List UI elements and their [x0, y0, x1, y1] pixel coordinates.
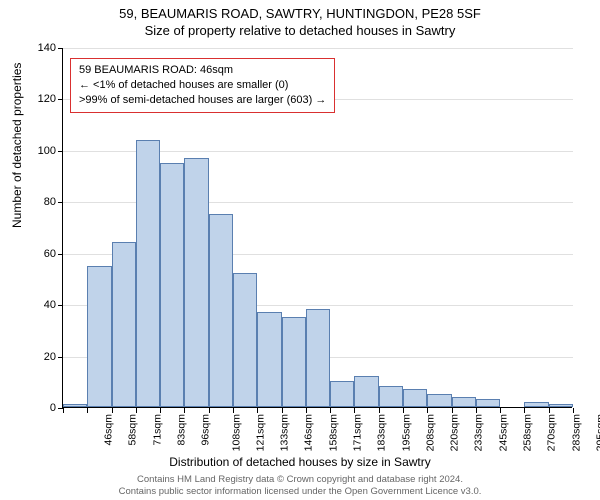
annotation-line: 59 BEAUMARIS ROAD: 46sqm — [79, 63, 326, 78]
footer-line: Contains HM Land Registry data © Crown c… — [0, 474, 600, 486]
xtick-label: 233sqm — [473, 414, 485, 451]
ytick-mark — [58, 202, 63, 203]
xtick-label: 96sqm — [200, 414, 212, 446]
ytick-label: 0 — [16, 402, 56, 414]
histogram-bar — [233, 273, 257, 407]
xtick-label: 245sqm — [497, 414, 509, 451]
annotation-line: ← <1% of detached houses are smaller (0) — [79, 78, 326, 93]
xtick-label: 208sqm — [424, 414, 436, 451]
histogram-bar — [136, 140, 160, 407]
x-axis-label: Distribution of detached houses by size … — [0, 455, 600, 469]
xtick-label: 133sqm — [279, 414, 291, 451]
ytick-label: 80 — [16, 196, 56, 208]
xtick-label: 258sqm — [521, 414, 533, 451]
ytick-mark — [58, 254, 63, 255]
histogram-bar — [403, 389, 427, 407]
xtick-label: 121sqm — [254, 414, 266, 451]
xtick-label: 71sqm — [151, 414, 163, 446]
histogram-bar — [524, 402, 548, 407]
xtick-mark — [160, 408, 161, 413]
histogram-bar — [330, 381, 354, 407]
histogram-bar — [87, 266, 111, 407]
xtick-mark — [500, 408, 501, 413]
histogram-bar — [282, 317, 306, 407]
histogram-bar — [160, 163, 184, 407]
xtick-mark — [354, 408, 355, 413]
ytick-mark — [58, 48, 63, 49]
ytick-mark — [58, 99, 63, 100]
histogram-bar — [379, 386, 403, 407]
xtick-mark — [63, 408, 64, 413]
footer-attribution: Contains HM Land Registry data © Crown c… — [0, 474, 600, 498]
xtick-mark — [476, 408, 477, 413]
ytick-mark — [58, 305, 63, 306]
chart-title-main: 59, BEAUMARIS ROAD, SAWTRY, HUNTINGDON, … — [0, 6, 600, 21]
xtick-label: 295sqm — [594, 414, 600, 451]
xtick-mark — [403, 408, 404, 413]
ytick-label: 40 — [16, 299, 56, 311]
xtick-label: 146sqm — [303, 414, 315, 451]
xtick-mark — [184, 408, 185, 413]
histogram-bar — [306, 309, 330, 407]
histogram-bar — [184, 158, 208, 407]
histogram-bar — [63, 404, 87, 407]
histogram-bar — [257, 312, 281, 407]
xtick-label: 83sqm — [176, 414, 188, 446]
ytick-label: 20 — [16, 351, 56, 363]
footer-line: Contains public sector information licen… — [0, 486, 600, 498]
histogram-bar — [549, 404, 573, 407]
histogram-bar — [354, 376, 378, 407]
annotation-box: 59 BEAUMARIS ROAD: 46sqm ← <1% of detach… — [70, 58, 335, 113]
xtick-mark — [87, 408, 88, 413]
xtick-label: 183sqm — [376, 414, 388, 451]
xtick-mark — [427, 408, 428, 413]
annotation-line: >99% of semi-detached houses are larger … — [79, 93, 326, 108]
chart-title-sub: Size of property relative to detached ho… — [0, 23, 600, 38]
ytick-label: 120 — [16, 93, 56, 105]
xtick-mark — [573, 408, 574, 413]
xtick-mark — [379, 408, 380, 413]
xtick-mark — [209, 408, 210, 413]
ytick-label: 60 — [16, 248, 56, 260]
xtick-label: 58sqm — [127, 414, 139, 446]
ytick-mark — [58, 357, 63, 358]
histogram-bar — [427, 394, 451, 407]
xtick-label: 270sqm — [546, 414, 558, 451]
xtick-mark — [257, 408, 258, 413]
xtick-label: 220sqm — [449, 414, 461, 451]
xtick-mark — [549, 408, 550, 413]
histogram-bar — [476, 399, 500, 407]
xtick-mark — [306, 408, 307, 413]
xtick-label: 195sqm — [400, 414, 412, 451]
xtick-mark — [282, 408, 283, 413]
xtick-mark — [330, 408, 331, 413]
gridline — [63, 48, 573, 49]
histogram-bar — [452, 397, 476, 407]
xtick-label: 158sqm — [327, 414, 339, 451]
xtick-mark — [452, 408, 453, 413]
xtick-label: 283sqm — [570, 414, 582, 451]
xtick-label: 171sqm — [351, 414, 363, 451]
xtick-mark — [136, 408, 137, 413]
xtick-mark — [233, 408, 234, 413]
ytick-label: 100 — [16, 145, 56, 157]
xtick-label: 108sqm — [230, 414, 242, 451]
xtick-label: 46sqm — [103, 414, 115, 446]
xtick-mark — [112, 408, 113, 413]
histogram-bar — [209, 214, 233, 407]
ytick-label: 140 — [16, 42, 56, 54]
xtick-mark — [524, 408, 525, 413]
ytick-mark — [58, 151, 63, 152]
histogram-bar — [112, 242, 136, 407]
